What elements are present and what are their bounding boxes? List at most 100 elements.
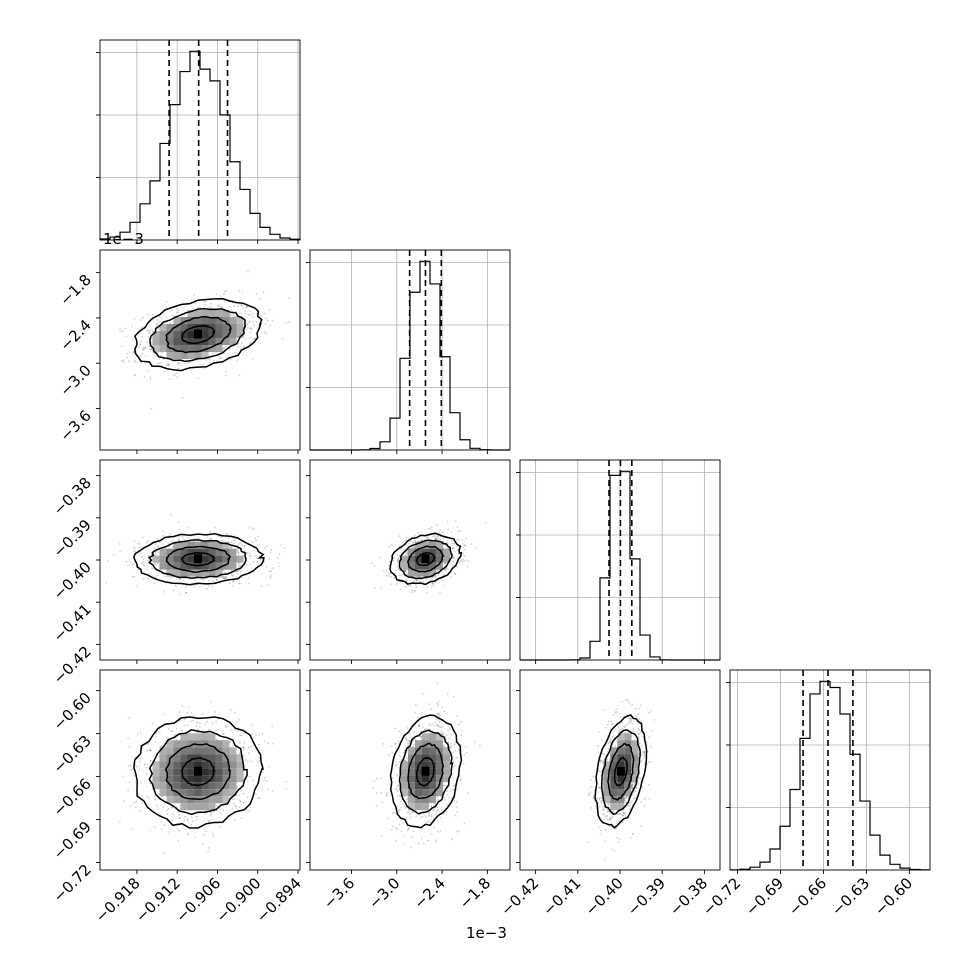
sample-point (420, 539, 423, 541)
sample-point (406, 550, 409, 553)
sample-point (238, 374, 241, 377)
sample-point (217, 576, 220, 579)
sample-point (203, 300, 205, 303)
sample-point (230, 541, 233, 544)
sample-point (205, 359, 208, 361)
sample-point (237, 305, 240, 308)
sample-point (456, 549, 459, 552)
sample-point (185, 591, 187, 594)
sample-point (457, 830, 460, 832)
density-cell (215, 324, 223, 332)
sample-point (215, 578, 218, 581)
sample-point (430, 578, 433, 581)
density-cell (187, 569, 195, 577)
sample-point (170, 806, 173, 809)
sample-point (412, 545, 415, 548)
sample-point (186, 724, 189, 726)
sample-point (156, 319, 159, 321)
sample-point (444, 562, 446, 565)
sample-point (141, 562, 143, 565)
sample-point (126, 356, 129, 359)
sample-point (224, 571, 227, 574)
sample-point (465, 751, 468, 754)
density-cell (414, 541, 422, 549)
sample-point (154, 563, 157, 566)
sample-point (217, 304, 220, 307)
sample-point (210, 701, 213, 703)
sample-point (227, 301, 230, 303)
sample-point (388, 564, 391, 567)
sample-point (234, 351, 236, 354)
sample-point (431, 833, 433, 836)
sample-point (142, 316, 144, 319)
sample-point (151, 328, 154, 331)
sample-point (437, 713, 440, 716)
sample-point (227, 571, 230, 573)
sample-point (212, 835, 215, 838)
sample-point (462, 763, 465, 765)
sample-point (233, 314, 236, 317)
sample-point (187, 361, 190, 364)
sample-point (133, 374, 136, 377)
sample-point (155, 323, 158, 326)
sample-point (264, 318, 267, 320)
density-cell (208, 541, 216, 549)
sample-point (421, 539, 424, 542)
sample-point (198, 585, 201, 588)
contour-3 (134, 298, 263, 372)
sample-point (236, 570, 239, 572)
sample-point (149, 829, 152, 832)
sample-point (235, 721, 238, 723)
sample-point (238, 582, 241, 584)
sample-point (184, 362, 187, 365)
sample-point (127, 360, 130, 363)
sample-point (156, 545, 159, 548)
sample-point (443, 710, 446, 713)
sample-point (451, 564, 454, 567)
density-cell (222, 555, 230, 563)
sample-point (429, 527, 432, 530)
sample-point (232, 580, 235, 583)
sample-point (178, 830, 180, 832)
sample-point (148, 329, 151, 332)
sample-point (249, 552, 251, 555)
sample-point (133, 576, 136, 578)
density-cell (201, 569, 209, 577)
sample-point (248, 320, 251, 322)
sample-point (146, 313, 149, 316)
density-cell (215, 317, 223, 325)
sample-point (390, 828, 393, 831)
histogram-panel-0 (96, 40, 301, 244)
sample-point (252, 527, 255, 529)
sample-point (221, 730, 224, 732)
sample-point (184, 718, 187, 721)
sample-point (404, 585, 407, 588)
histogram-frame-1 (309, 249, 511, 451)
sample-point (378, 557, 381, 560)
density-cell (208, 555, 216, 563)
density-cell (435, 541, 443, 549)
sample-point (230, 546, 232, 548)
sample-point (237, 564, 240, 567)
sample-point (417, 842, 420, 845)
sample-point (244, 312, 247, 315)
density-cell (173, 317, 181, 325)
density-cell (414, 562, 422, 570)
density-cell (208, 331, 216, 339)
sample-point (453, 542, 456, 545)
sample-point (406, 829, 409, 831)
sample-point (437, 570, 439, 572)
sample-point (460, 721, 463, 723)
sample-point (188, 536, 191, 539)
sample-point (454, 520, 457, 522)
sample-point (133, 548, 136, 550)
sample-point (205, 830, 208, 833)
density-cell (428, 555, 436, 563)
sample-point (436, 830, 439, 833)
sample-point (156, 574, 159, 577)
contour-3 (389, 532, 463, 586)
sample-point (249, 314, 252, 316)
sample-point (211, 585, 214, 588)
density-cell (180, 317, 188, 325)
sample-point (131, 575, 134, 578)
